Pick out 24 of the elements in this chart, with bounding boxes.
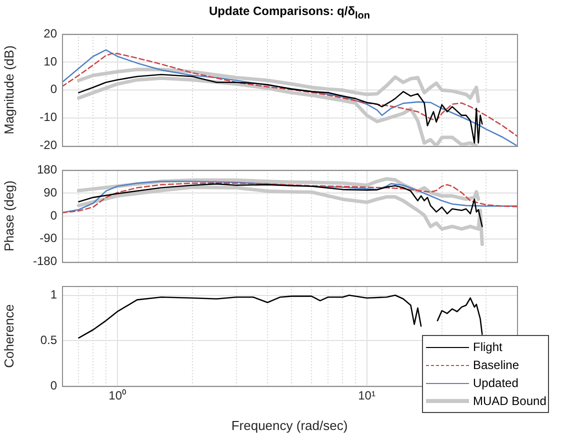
y-tick-label: 20 (44, 26, 58, 40)
y-tick-label: 180 (36, 162, 58, 177)
y-tick-label: 90 (44, 185, 58, 200)
legend-label: Flight (473, 340, 502, 354)
legend-label: MUAD Bound (473, 394, 546, 408)
x-tick-label: 10⁰ (108, 388, 126, 403)
y-tick-label: -180 (32, 254, 58, 268)
chart-title: Update Comparisons: q/δ$_{lon}$ (208, 4, 371, 22)
y-tick-label: 10 (44, 54, 58, 68)
y-axis-title: Phase (deg) (1, 180, 16, 252)
legend-label: Baseline (473, 358, 520, 372)
y-tick-label: 0 (50, 378, 58, 392)
y-tick-label: 0.5 (40, 332, 58, 347)
legend-label: Updated (473, 376, 518, 390)
y-tick-label: -90 (40, 231, 58, 246)
y-tick-label: 1 (50, 288, 58, 302)
y-tick-label: -10 (40, 110, 58, 124)
y-tick-label: 0 (50, 208, 58, 222)
y-axis-title: Magnitude (dB) (1, 45, 16, 134)
x-axis-title: Frequency (rad/sec) (231, 418, 348, 433)
y-tick-label: 0 (50, 82, 58, 96)
y-tick-label: -20 (40, 138, 58, 152)
y-axis-title: Coherence (1, 304, 16, 368)
x-tick-label: 10¹ (358, 388, 376, 403)
